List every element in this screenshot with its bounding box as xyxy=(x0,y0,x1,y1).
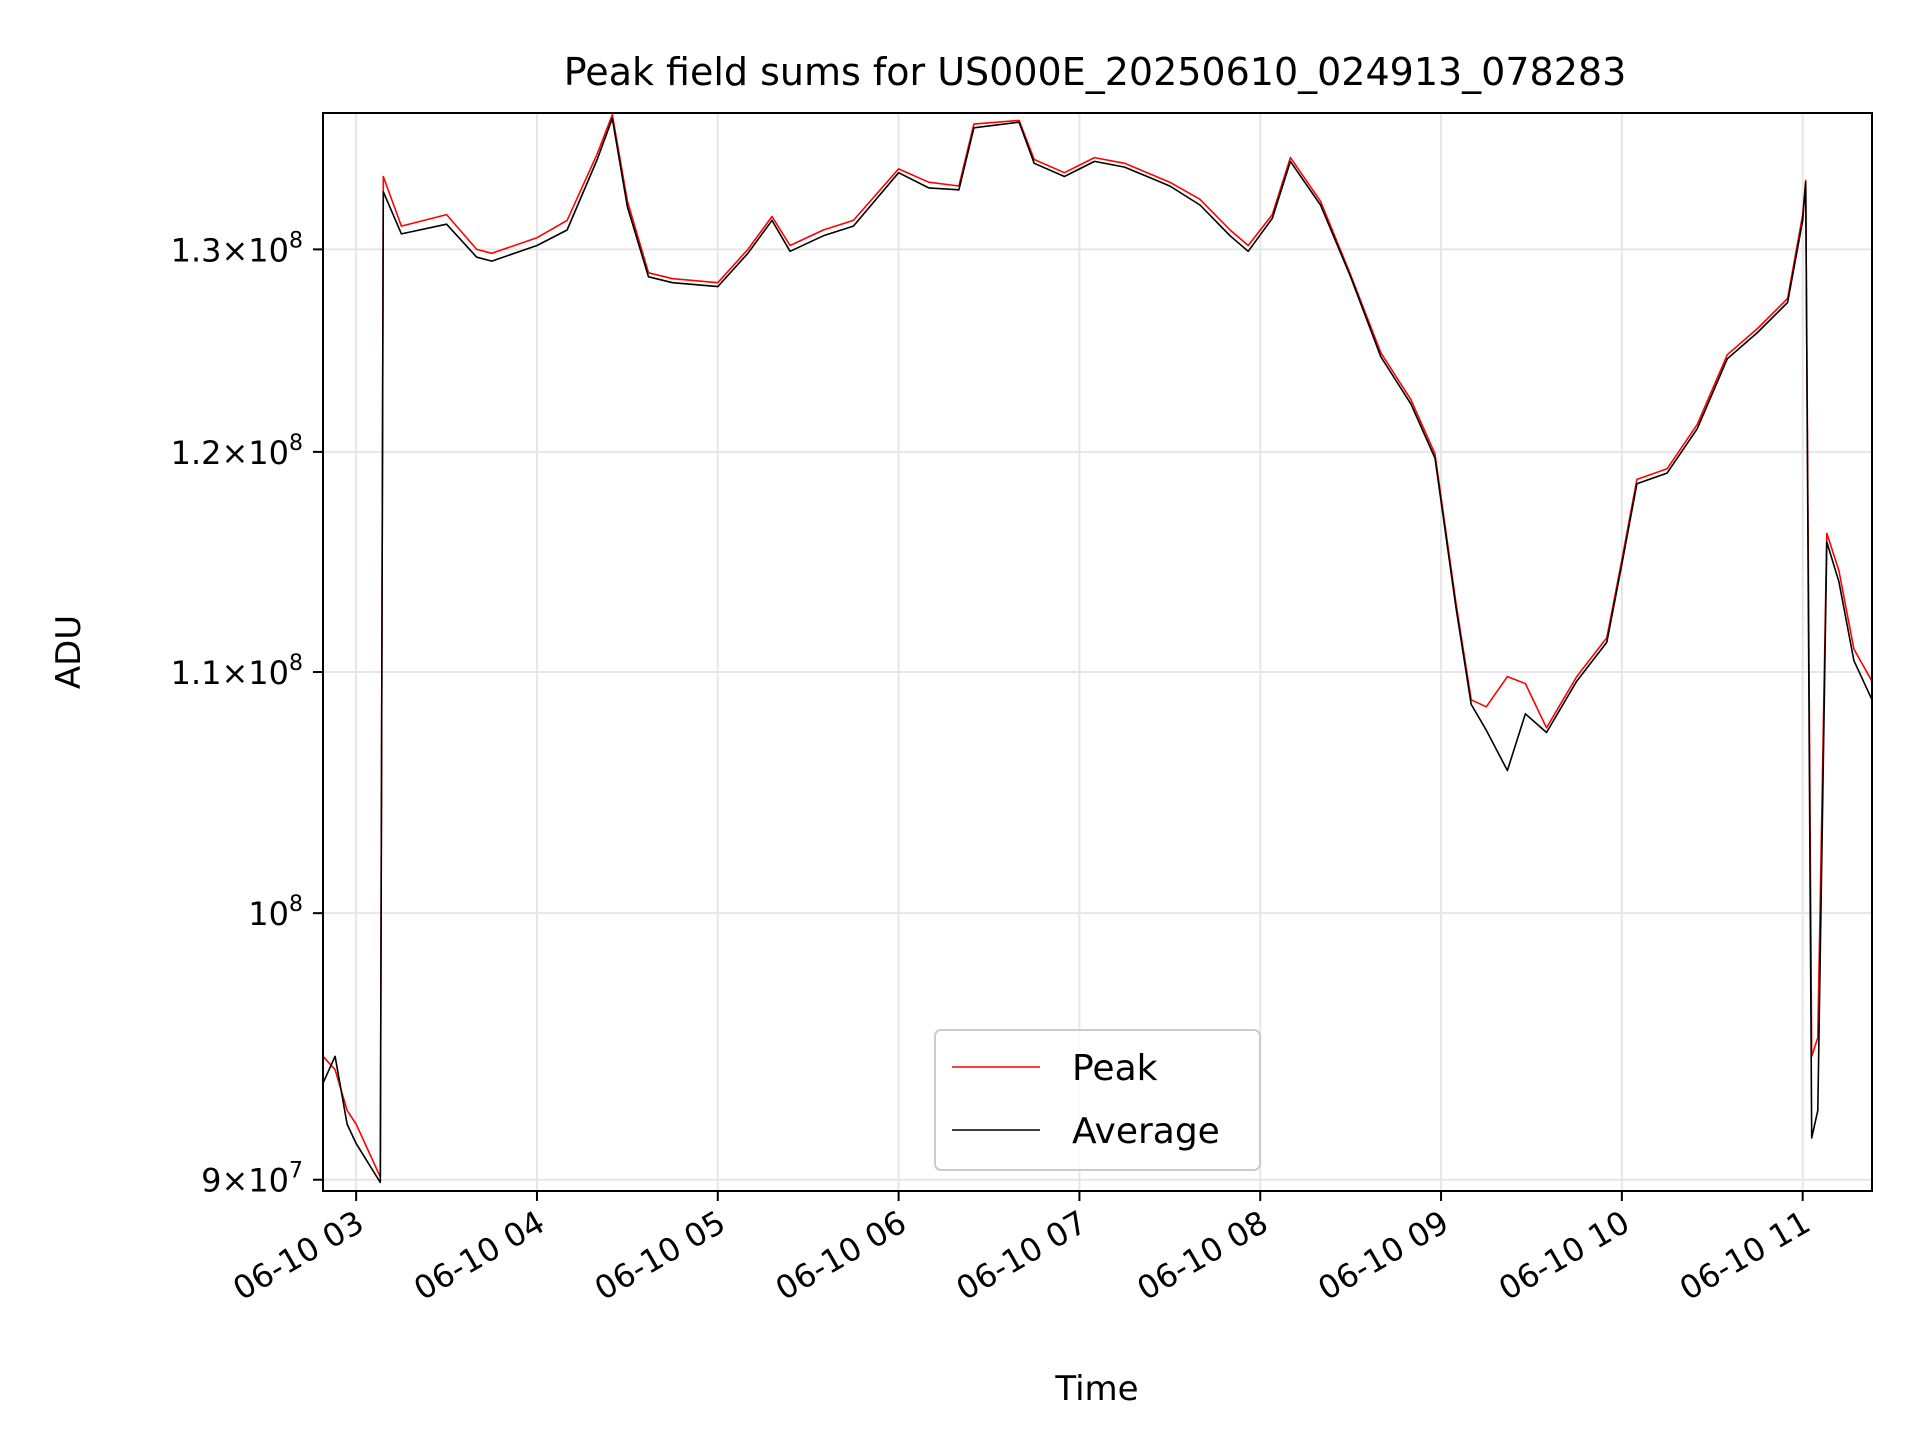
x-axis-label: Time xyxy=(1054,1369,1138,1409)
chart-title: Peak field sums for US000E_20250610_0249… xyxy=(564,50,1627,94)
legend: Peak Average xyxy=(934,1029,1261,1171)
y-tick-label: 108 xyxy=(248,892,303,933)
series-lines xyxy=(322,114,1873,1184)
legend-peak-label: Peak xyxy=(1072,1048,1158,1089)
y-tick-label: 1.2×108 xyxy=(171,431,303,472)
y-axis: 9×107 108 1.1×108 1.2×108 1.3×108 xyxy=(171,228,323,1200)
legend-box xyxy=(934,1029,1261,1171)
y-tick-label: 9×107 xyxy=(201,1159,303,1200)
y-tick-label: 1.3×108 xyxy=(171,228,303,269)
y-axis-label: ADU xyxy=(49,615,89,689)
legend-average-label: Average xyxy=(1072,1111,1220,1152)
plot-frame xyxy=(322,112,1873,1192)
grid xyxy=(323,113,1872,1191)
series-line-peak xyxy=(322,114,1873,1178)
y-tick-label: 1.1×108 xyxy=(171,651,303,692)
series-line-average xyxy=(322,117,1873,1184)
